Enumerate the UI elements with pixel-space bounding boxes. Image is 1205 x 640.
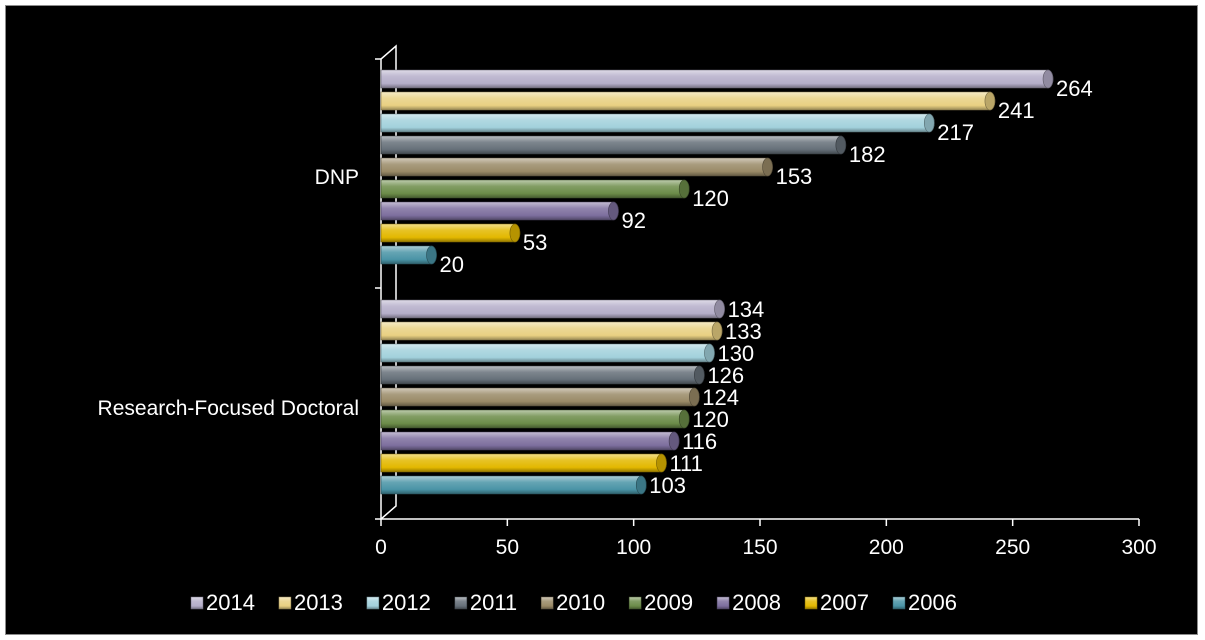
bar-end-cap [835,135,847,155]
bar-end-cap [704,343,715,363]
bar-end-cap [509,223,521,243]
bar-end-cap [678,179,690,199]
bar-dnp-2010 [380,157,773,177]
value-label: 92 [621,208,645,233]
x-tick-label: 250 [995,536,1030,559]
category-label: Research-Focused Doctoral [98,397,359,420]
legend-item-2011: 2011 [454,590,517,615]
bar-end-cap [694,365,705,385]
legend-label: 2012 [382,590,431,615]
legend-swatch [366,596,380,610]
legend-swatch [278,596,292,610]
bar-end-cap [668,431,680,451]
x-tick-label: 100 [616,536,651,559]
x-tick-label: 0 [375,536,387,559]
bar-dnp-2008 [380,201,619,221]
bar-dnp-2012 [380,113,935,133]
y-axis-wall-edge [380,44,397,520]
bar-dnp-2014 [380,69,1054,89]
value-label: 217 [937,120,974,145]
bar-end-cap [426,245,437,265]
value-label: 116 [682,429,717,454]
bar-research-focused-doctoral-2007 [380,453,667,473]
bar-dnp-2007 [380,223,521,243]
bar-research-focused-doctoral-2013 [380,321,723,341]
legend-item-2007: 2007 [804,590,869,615]
bar-end-cap [608,201,619,221]
bar-end-cap [635,475,647,495]
bar-research-focused-doctoral-2006 [380,475,647,495]
bar-research-focused-doctoral-2008 [380,431,680,451]
value-label: 133 [725,319,762,344]
legend-swatch [804,596,818,610]
bar-dnp-2011 [380,135,847,155]
value-label: 120 [692,186,729,211]
value-label: 182 [849,142,886,167]
x-tick-label: 50 [496,536,519,559]
value-label: 134 [728,297,765,322]
bar-research-focused-doctoral-2014 [380,299,725,319]
category-labels: DNP Research-Focused Doctoral [98,166,359,420]
bar-research-focused-doctoral-2012 [380,343,715,363]
legend-label: 2013 [294,590,343,615]
legend-swatch [454,596,468,610]
legend: 2014 2013 2012 2011 2010 2009 2008 2007 2006 [190,590,957,615]
value-label: 241 [998,98,1035,123]
category-label: DNP [315,166,359,189]
bar-end-cap [714,299,725,319]
bar-end-cap [656,453,667,473]
value-label: 124 [702,385,739,410]
bar-research-focused-doctoral-2011 [380,365,705,385]
value-label: 20 [440,252,464,277]
chart-frame: DNP Research-Focused Doctoral 264 241 217 18… [5,5,1198,635]
bar-research-focused-doctoral-2010 [380,387,700,407]
value-label: 103 [649,473,686,498]
x-tick-label: 150 [742,536,777,559]
legend-label: 2009 [644,590,693,615]
bar-end-cap [1042,69,1054,89]
legend-label: 2008 [732,590,781,615]
legend-label: 2010 [556,590,605,615]
legend-label: 2006 [908,590,957,615]
value-label: 130 [717,341,754,366]
x-tick-labels: 0 50 100 150 200 250 300 [375,536,1156,559]
legend-item-2006: 2006 [892,590,957,615]
legend-item-2010: 2010 [540,590,605,615]
legend-label: 2014 [206,590,255,615]
legend-item-2013: 2013 [278,590,343,615]
legend-swatch [540,596,554,610]
x-tick-label: 300 [1121,536,1156,559]
value-label: 111 [669,451,702,476]
bar-end-cap [678,409,690,429]
legend-label: 2011 [470,590,517,615]
legend-item-2008: 2008 [716,590,781,615]
bar-dnp-2009 [380,179,690,199]
legend-swatch [892,596,906,610]
legend-label: 2007 [820,590,869,615]
value-label: 120 [692,407,729,432]
bar-chart: DNP Research-Focused Doctoral 264 241 217 18… [98,44,1157,615]
legend-item-2009: 2009 [628,590,693,615]
value-label: 264 [1056,76,1093,101]
bar-end-cap [689,387,700,407]
bar-end-cap [923,113,935,133]
value-label: 53 [523,230,547,255]
legend-item-2014: 2014 [190,590,255,615]
value-label: 153 [776,164,813,189]
value-labels: 2642412171821531209253201341331301261241… [440,76,1093,498]
legend-swatch [628,596,642,610]
value-label: 126 [707,363,744,388]
legend-swatch [190,596,204,610]
bar-end-cap [762,157,773,177]
x-tick-label: 200 [869,536,904,559]
bar-research-focused-doctoral-2009 [380,409,690,429]
bar-end-cap [984,91,996,111]
bar-end-cap [711,321,723,341]
legend-swatch [716,596,730,610]
bar-dnp-2013 [380,91,996,111]
bars-group [380,69,1054,495]
legend-item-2012: 2012 [366,590,431,615]
